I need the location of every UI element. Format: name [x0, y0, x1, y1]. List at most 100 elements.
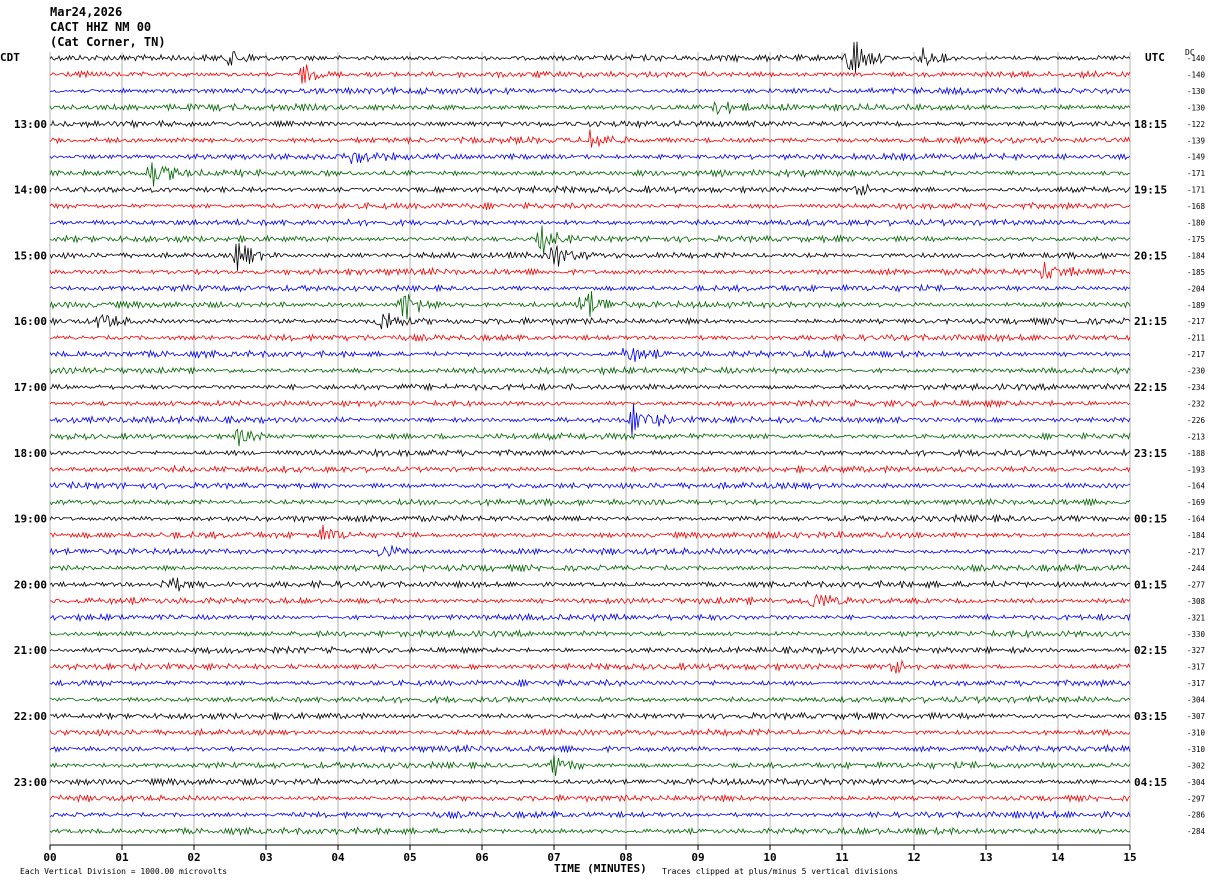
- trace-line: [49, 162, 1131, 187]
- trace-line: [49, 243, 1131, 271]
- dc-offset-label: -302: [1187, 761, 1205, 770]
- utc-hour-label: 18:15: [1134, 118, 1167, 131]
- dc-offset-label: -185: [1187, 268, 1205, 277]
- dc-offset-label: -234: [1187, 383, 1206, 392]
- trace-line: [49, 428, 1131, 447]
- trace-line: [49, 497, 1131, 508]
- x-axis-title: TIME (MINUTES): [554, 862, 647, 875]
- trace-line: [49, 777, 1131, 787]
- dc-offset-label: -168: [1187, 202, 1206, 211]
- trace-line: [49, 727, 1131, 738]
- dc-offset-label: -130: [1187, 87, 1206, 96]
- dc-offset-label: -164: [1187, 482, 1206, 491]
- station-label: CACT HHZ NM 00: [50, 20, 152, 34]
- trace-line: [49, 711, 1131, 721]
- cdt-hour-label: 19:00: [14, 513, 47, 526]
- dc-offset-label: -327: [1187, 646, 1205, 655]
- dc-offset-label: -330: [1187, 630, 1206, 639]
- x-tick-label: 03: [259, 851, 272, 864]
- dc-offset-label: -308: [1187, 597, 1206, 606]
- seismic-traces: [49, 41, 1131, 836]
- dc-offset-label: -204: [1187, 284, 1206, 293]
- x-tick-label: 05: [403, 851, 416, 864]
- dc-offset-label: -310: [1187, 728, 1206, 737]
- trace-line: [49, 101, 1131, 116]
- trace-line: [49, 826, 1131, 836]
- dc-offset-labels: -140 -140 -130 -130 -122 -139 -149 -171 -171 -168…: [1187, 54, 1206, 836]
- trace-line: [49, 348, 1131, 362]
- dc-offset-label: -213: [1187, 432, 1205, 441]
- trace-line: [49, 261, 1131, 280]
- trace-line: [49, 695, 1131, 705]
- dc-offset-label: -310: [1187, 745, 1206, 754]
- utc-hour-labels: 18:15 19:15 20:15 21:15 22:15 23:15 00:15 01:15…: [1134, 118, 1167, 789]
- trace-line: [49, 645, 1131, 656]
- x-tick-label: 15: [1123, 851, 1136, 864]
- trace-line: [49, 291, 1131, 320]
- trace-line: [49, 525, 1131, 540]
- cdt-hour-label: 23:00: [14, 776, 47, 789]
- dc-offset-label: -244: [1187, 564, 1206, 573]
- dc-offset-label: -217: [1187, 317, 1205, 326]
- utc-hour-label: 22:15: [1134, 381, 1167, 394]
- dc-offset-label: -277: [1187, 580, 1205, 589]
- x-tick-label: 08: [619, 851, 632, 864]
- trace-line: [49, 183, 1131, 196]
- trace-line: [49, 628, 1131, 639]
- trace-line: [49, 225, 1131, 254]
- dc-offset-label: -297: [1187, 794, 1205, 803]
- cdt-label: CDT: [0, 51, 20, 64]
- x-tick-label: 11: [835, 851, 849, 864]
- dc-offset-label: -304: [1187, 778, 1206, 787]
- cdt-hour-label: 14:00: [14, 184, 47, 197]
- trace-line: [49, 201, 1131, 211]
- utc-hour-label: 00:15: [1134, 513, 1167, 526]
- clip-note: Traces clipped at plus/minus 5 vertical …: [662, 867, 899, 876]
- dc-offset-label: -149: [1187, 153, 1205, 162]
- cdt-hour-label: 20:00: [14, 578, 47, 591]
- cdt-hour-label: 17:00: [14, 381, 47, 394]
- trace-line: [49, 743, 1131, 754]
- trace-line: [49, 119, 1131, 129]
- utc-hour-label: 04:15: [1134, 776, 1167, 789]
- trace-line: [49, 218, 1131, 228]
- x-tick-label: 14: [1051, 851, 1065, 864]
- trace-line: [49, 398, 1131, 409]
- cdt-hour-label: 16:00: [14, 315, 47, 328]
- dc-offset-label: -217: [1187, 350, 1205, 359]
- trace-line: [49, 481, 1131, 491]
- x-tick-label: 01: [115, 851, 129, 864]
- cdt-hour-label: 18:00: [14, 447, 47, 460]
- dc-offset-label: -304: [1187, 696, 1206, 705]
- x-tick-label: 06: [475, 851, 489, 864]
- trace-line: [49, 513, 1131, 524]
- dc-offset-label: -122: [1187, 120, 1205, 129]
- dc-offset-label: -171: [1187, 169, 1205, 178]
- trace-line: [50, 593, 1131, 608]
- dc-offset-label: -284: [1187, 827, 1206, 836]
- trace-line: [49, 64, 1131, 84]
- x-tick-label: 10: [763, 851, 776, 864]
- trace-line: [49, 365, 1131, 376]
- dc-offset-label: -140: [1187, 54, 1206, 63]
- dc-offset-label: -189: [1187, 301, 1205, 310]
- utc-hour-label: 01:15: [1134, 578, 1167, 591]
- trace-line: [49, 612, 1131, 623]
- x-tick-label: 13: [979, 851, 992, 864]
- x-tick-label: 12: [907, 851, 920, 864]
- x-tick-label: 02: [187, 851, 200, 864]
- utc-hour-label: 03:15: [1134, 710, 1167, 723]
- trace-line: [49, 85, 1131, 97]
- trace-line: [49, 382, 1131, 392]
- dc-offset-label: -230: [1187, 367, 1206, 376]
- dc-offset-label: -140: [1187, 70, 1206, 79]
- dc-offset-label: -232: [1187, 399, 1205, 408]
- trace-line: [49, 283, 1131, 293]
- utc-hour-label: 02:15: [1134, 644, 1167, 657]
- x-tick-label: 09: [691, 851, 704, 864]
- cdt-hour-label: 15:00: [14, 249, 47, 262]
- dc-offset-label: -217: [1187, 548, 1205, 557]
- dc-offset-label: -184: [1187, 251, 1206, 260]
- trace-line: [49, 312, 1131, 330]
- cdt-hour-label: 22:00: [14, 710, 47, 723]
